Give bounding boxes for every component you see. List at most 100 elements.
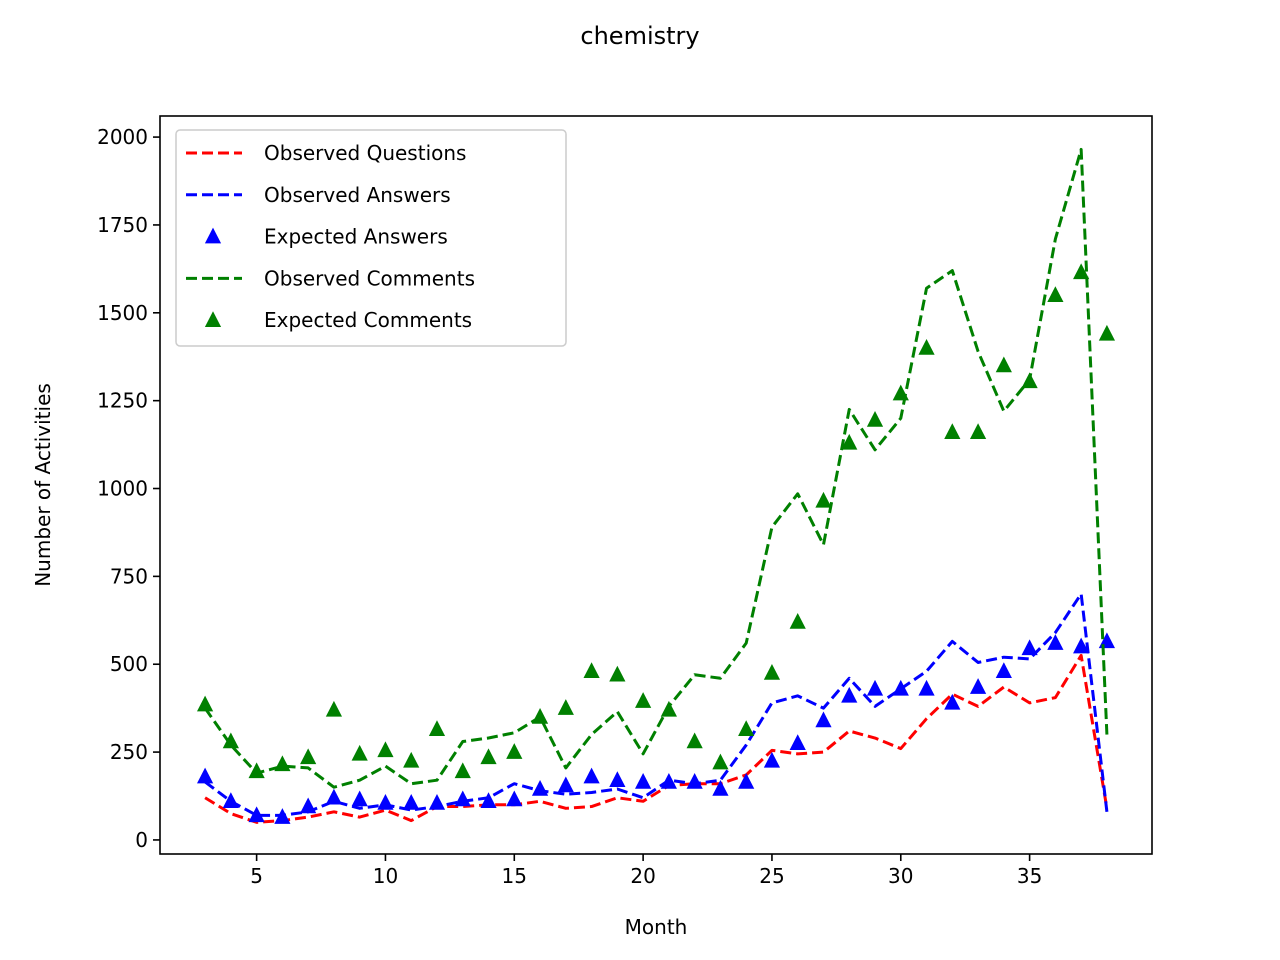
data-point (995, 662, 1012, 679)
data-point (763, 751, 781, 768)
data-point (222, 732, 239, 749)
data-point (300, 748, 317, 765)
y-tick-label: 2000 (97, 125, 148, 149)
x-tick-label: 25 (759, 864, 784, 888)
data-point (1047, 634, 1064, 650)
data-point (918, 338, 935, 355)
x-tick-label: 5 (250, 864, 263, 888)
y-axis: 0 250 500 750 1000 1250 1500 1750 2000 (97, 125, 160, 852)
data-point (815, 711, 832, 728)
data-point (1073, 637, 1090, 654)
data-point (351, 790, 368, 807)
data-point (1073, 263, 1090, 280)
data-point (892, 679, 909, 696)
data-point (866, 679, 884, 696)
legend-swatch-marker (204, 227, 222, 244)
data-point (248, 806, 265, 823)
data-point (892, 384, 909, 401)
data-point (635, 692, 652, 708)
legend-item: Expected Answers (204, 225, 448, 249)
x-tick-label: 35 (1017, 864, 1042, 888)
data-point (325, 700, 343, 717)
data-point (789, 613, 806, 629)
data-point (377, 794, 394, 810)
data-point (196, 695, 214, 712)
plot-area: 5 10 15 20 25 30 35 0 250 500 750 1000 1250 1500 1750 2… (97, 115, 1153, 888)
y-tick-label: 1250 (97, 389, 148, 413)
data-point (918, 679, 935, 696)
data-point (969, 678, 987, 694)
data-point (686, 772, 703, 789)
series-2 (196, 632, 1116, 824)
legend-label: Expected Answers (264, 225, 448, 249)
x-tick-label: 15 (502, 864, 527, 888)
data-point (944, 693, 961, 710)
data-point (222, 792, 239, 809)
data-point (712, 753, 729, 770)
data-point (1098, 324, 1116, 341)
data-point (274, 808, 291, 824)
chart-title: chemistry (580, 22, 699, 50)
x-tick-label: 20 (630, 864, 655, 888)
data-point (969, 423, 987, 440)
y-tick-label: 1500 (97, 301, 148, 325)
legend-label: Observed Answers (264, 183, 451, 207)
x-tick-label: 30 (888, 864, 913, 888)
data-point (738, 772, 755, 789)
data-point (660, 700, 677, 717)
data-point (1021, 639, 1038, 656)
y-axis-title: Number of Activities (31, 383, 55, 587)
series-0 (204, 653, 1109, 824)
y-tick-label: 750 (110, 564, 148, 588)
data-point (506, 790, 523, 807)
data-point (454, 762, 471, 779)
data-point (480, 792, 497, 809)
legend-box (175, 129, 567, 347)
data-point (428, 720, 446, 736)
data-point (196, 767, 214, 784)
x-axis: 5 10 15 20 25 30 35 (250, 854, 1042, 888)
y-tick-label: 0 (135, 828, 148, 852)
legend-item: Observed Comments (186, 266, 475, 290)
data-point (738, 720, 755, 736)
data-point (995, 356, 1012, 373)
series-line (204, 592, 1109, 817)
data-point (557, 699, 574, 715)
data-point (531, 707, 549, 724)
series-group (196, 147, 1116, 824)
data-point (377, 741, 394, 758)
data-point (789, 734, 806, 751)
legend: Observed Questions Observed Answers Expect… (175, 129, 567, 347)
data-point (866, 410, 884, 427)
data-point (506, 743, 523, 759)
data-point (583, 767, 600, 784)
data-point (660, 772, 677, 789)
data-point (815, 491, 832, 508)
data-point (1021, 372, 1038, 389)
legend-item: Observed Answers (186, 183, 451, 207)
legend-label: Observed Questions (264, 141, 466, 165)
data-point (351, 744, 368, 761)
data-point (403, 751, 420, 768)
data-point (609, 665, 626, 682)
data-point (248, 762, 265, 779)
data-point (531, 779, 549, 796)
data-point (712, 779, 729, 796)
plot-frame (159, 115, 1153, 855)
legend-label: Observed Comments (264, 266, 475, 290)
data-point (300, 797, 317, 814)
legend-item: Expected Comments (204, 308, 472, 332)
data-point (428, 794, 446, 810)
data-point (609, 771, 626, 787)
data-point (557, 776, 574, 793)
legend-label: Expected Comments (264, 308, 472, 332)
data-point (583, 662, 600, 679)
series-1 (204, 592, 1109, 817)
data-point (480, 748, 497, 765)
y-tick-label: 500 (110, 652, 148, 676)
legend-swatch-marker (204, 311, 222, 327)
x-axis-title: Month (625, 915, 688, 939)
series-line (204, 653, 1109, 824)
